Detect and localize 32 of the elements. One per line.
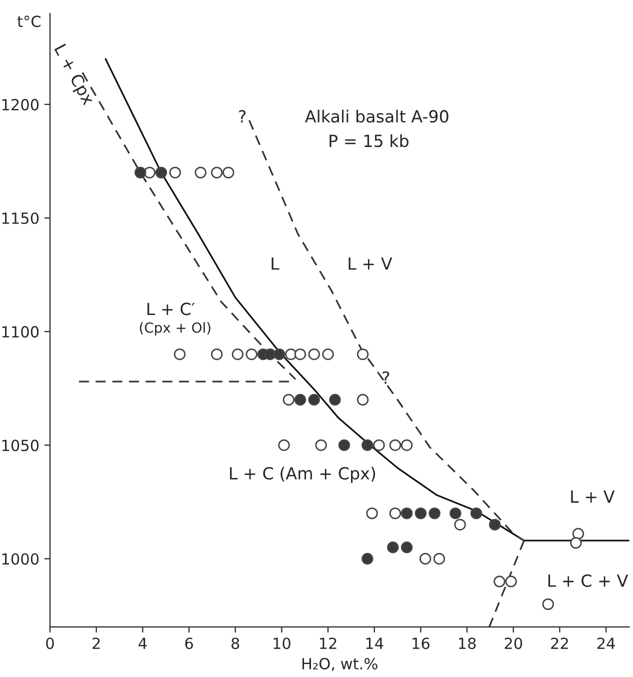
annotation: P = 15 kb [330, 134, 408, 148]
x-tick-label: 4 [138, 638, 147, 649]
x-tick-label: 6 [185, 638, 193, 650]
x-tick-label: 20 [504, 638, 522, 650]
annotation: L + C′ [147, 302, 195, 316]
x-tick-label: 22 [551, 638, 568, 649]
y-tick-label: 1050 [2, 440, 39, 452]
x-axis-title: H₂O, wt.% [302, 658, 378, 672]
y-tick-label: 1150 [2, 212, 39, 224]
annotation: ? [239, 110, 246, 122]
y-axis-title: t°C [17, 16, 40, 28]
y-tick-label: 1000 [2, 553, 39, 565]
annotation: ? [382, 371, 390, 384]
annotation: L + Cpx [51, 44, 96, 108]
x-tick-label: 8 [232, 638, 240, 650]
annotation: L + C (Am + Cpx) [230, 466, 376, 483]
x-tick-label: 14 [366, 638, 384, 649]
annotation: L + V [571, 490, 615, 503]
x-tick-label: 24 [597, 638, 615, 649]
x-tick-label: 16 [412, 638, 430, 650]
x-tick-label: 18 [458, 638, 476, 650]
x-tick-label: 12 [320, 638, 336, 649]
annotation: (Cpx + Ol) [140, 322, 210, 336]
x-tick-label: 2 [92, 638, 100, 649]
annotation: L + C + V [548, 574, 628, 587]
y-tick-label: 1100 [2, 326, 39, 338]
annotation: Alkali basalt A-90 [304, 110, 448, 123]
annotation: L + V [348, 257, 392, 270]
annotation: L [272, 257, 280, 270]
y-tick-label: 1200 [2, 98, 39, 110]
x-tick-label: 10 [274, 638, 290, 650]
x-tick-label: 0 [46, 638, 54, 650]
